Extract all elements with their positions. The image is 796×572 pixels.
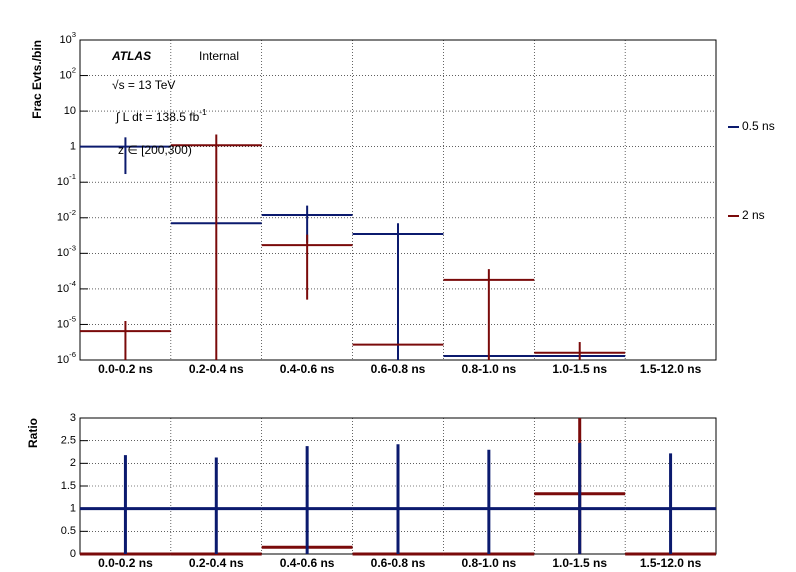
y-tick-label: 10-2: [57, 208, 76, 224]
y-tick-label: 1.5: [61, 480, 76, 492]
x-tick-label: 0.2-0.4 ns: [189, 362, 244, 376]
x-tick-label: 0.8-1.0 ns: [462, 556, 517, 570]
y-tick-label: 3: [70, 412, 76, 424]
annotation: Internal: [199, 49, 239, 63]
y-tick-label: 102: [59, 66, 76, 82]
y-tick-label: 10: [64, 105, 76, 117]
x-tick-label: 0.0-0.2 ns: [98, 556, 153, 570]
y-axis-title: Ratio: [26, 418, 40, 448]
legend-label: 2 ns: [742, 208, 765, 222]
annotation: √s = 13 TeV: [112, 78, 175, 92]
x-tick-label: 0.0-0.2 ns: [98, 362, 153, 376]
legend-label: 0.5 ns: [742, 119, 775, 133]
y-tick-label: 0.5: [61, 525, 76, 537]
x-tick-label: 0.4-0.6 ns: [280, 556, 335, 570]
annotation: z ∈ [200,300): [118, 143, 192, 157]
y-tick-label: 10-5: [57, 314, 76, 330]
x-tick-label: 1.5-12.0 ns: [640, 556, 702, 570]
y-tick-label: 10-6: [57, 350, 76, 366]
x-tick-label: 1.5-12.0 ns: [640, 362, 702, 376]
y-tick-label: 10-4: [57, 279, 77, 295]
y-tick-label: 1: [70, 141, 76, 153]
y-tick-label: 1: [70, 503, 76, 515]
x-tick-label: 0.4-0.6 ns: [280, 362, 335, 376]
y-tick-label: 10-1: [57, 172, 76, 188]
x-tick-label: 0.2-0.4 ns: [189, 556, 244, 570]
y-tick-label: 2: [70, 457, 76, 469]
x-tick-label: 1.0-1.5 ns: [552, 556, 607, 570]
x-tick-label: 0.6-0.8 ns: [371, 362, 426, 376]
annotation: ATLAS: [111, 49, 151, 63]
x-tick-label: 0.8-1.0 ns: [462, 362, 517, 376]
y-tick-label: 2.5: [61, 435, 76, 447]
x-tick-label: 1.0-1.5 ns: [552, 362, 607, 376]
y-tick-label: 10-3: [57, 243, 76, 259]
y-axis-title: Frac Evts./bin: [30, 40, 44, 119]
annotation: ∫ L dt = 138.5 fb-1: [115, 107, 207, 124]
y-tick-label: 0: [70, 548, 76, 560]
x-tick-label: 0.6-0.8 ns: [371, 556, 426, 570]
y-tick-label: 103: [59, 30, 76, 46]
